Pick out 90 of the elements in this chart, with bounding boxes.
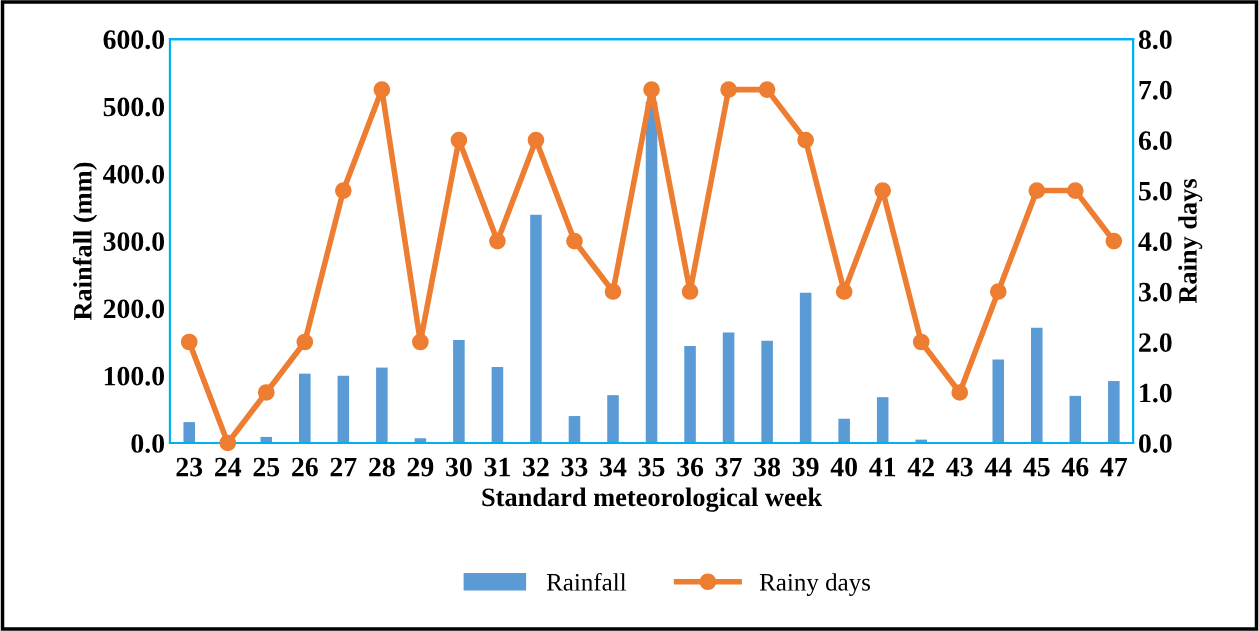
point xyxy=(450,131,468,149)
bar xyxy=(799,292,812,443)
point xyxy=(373,81,391,98)
point xyxy=(912,333,930,351)
bar xyxy=(992,359,1005,443)
y2-tick-label: 2.0 xyxy=(1139,333,1172,353)
y-tick-label: 500.0 xyxy=(103,97,165,117)
point xyxy=(257,384,275,401)
y-tick-label: 400.0 xyxy=(102,164,165,184)
y2-tick-label: 5.0 xyxy=(1139,181,1172,201)
point xyxy=(720,81,737,98)
x-tick-label: 28 xyxy=(369,457,395,477)
x-tick-label: 46 xyxy=(1061,457,1089,477)
point xyxy=(527,131,545,149)
bar xyxy=(337,375,350,443)
point xyxy=(412,333,429,351)
bar xyxy=(1031,327,1043,443)
point xyxy=(989,283,1007,300)
point xyxy=(489,232,506,250)
y-tick-label: 100.0 xyxy=(104,366,165,386)
y2-axis-title: Rainy days xyxy=(1178,178,1203,304)
x-tick-label: 43 xyxy=(946,457,973,477)
y2-tick-label: 6.0 xyxy=(1138,131,1172,151)
y2-tick-label: 7.0 xyxy=(1139,80,1172,100)
point xyxy=(180,333,198,351)
y2-tick-label: 8.0 xyxy=(1138,30,1172,50)
bar xyxy=(722,332,735,443)
point xyxy=(681,283,699,300)
x-tick-label: 39 xyxy=(792,457,819,477)
y-tick-label: 300.0 xyxy=(103,232,165,252)
x-tick-label: 31 xyxy=(484,457,510,477)
point xyxy=(797,131,814,149)
x-tick-label: 33 xyxy=(561,457,588,477)
x-tick-label: 32 xyxy=(523,457,549,477)
point xyxy=(334,182,352,199)
x-tick-label: 40 xyxy=(830,457,857,477)
y-tick-label: 0.0 xyxy=(131,434,165,453)
x-tick-label: 26 xyxy=(292,457,318,477)
bar xyxy=(684,346,696,443)
point xyxy=(604,283,622,300)
bar xyxy=(376,367,388,443)
x-tick-label: 47 xyxy=(1100,457,1128,477)
x-tick-label: 27 xyxy=(330,457,357,477)
point xyxy=(1105,232,1123,250)
x-tick-label: 41 xyxy=(869,457,896,477)
x-tick-label: 23 xyxy=(176,457,203,477)
y2-tick-label: 1.0 xyxy=(1140,383,1172,403)
point xyxy=(296,333,314,351)
y2-tick-label: 4.0 xyxy=(1138,232,1172,252)
x-tick-label: 25 xyxy=(253,457,280,477)
y-tick-label: 600.0 xyxy=(103,30,165,50)
bar xyxy=(453,339,465,443)
point xyxy=(874,182,892,199)
x-tick-label: 37 xyxy=(715,457,742,477)
point xyxy=(835,283,853,300)
x-tick-label: 42 xyxy=(907,457,934,477)
y2-tick-label: 0.0 xyxy=(1139,434,1172,453)
point xyxy=(219,434,237,452)
bar xyxy=(568,416,581,443)
legend-label: Rainfall xyxy=(546,572,627,591)
point xyxy=(758,81,776,98)
x-tick-label: 44 xyxy=(984,457,1012,477)
y2-tick-label: 3.0 xyxy=(1139,282,1172,302)
legend-label: Rainy days xyxy=(759,573,871,596)
y-axis-title: Rainfall (mm) xyxy=(72,162,98,321)
bar xyxy=(876,397,889,443)
bar xyxy=(299,373,311,443)
x-tick-label: 36 xyxy=(677,457,704,477)
x-tick-label: 24 xyxy=(215,457,242,477)
point xyxy=(566,232,583,250)
x-tick-label: 35 xyxy=(638,457,665,477)
bar xyxy=(838,418,850,443)
bar xyxy=(183,422,196,443)
bar xyxy=(607,395,619,443)
x-tick-label: 45 xyxy=(1023,457,1050,477)
x-tick-label: 34 xyxy=(600,457,627,477)
point xyxy=(951,384,969,401)
point xyxy=(1066,182,1084,199)
point xyxy=(1028,182,1046,199)
y-tick-label: 200.0 xyxy=(103,299,165,319)
bar xyxy=(1069,395,1082,443)
x-axis-title: Standard meteorological week xyxy=(482,487,823,512)
x-tick-label: 30 xyxy=(446,457,472,477)
bar xyxy=(530,214,542,443)
point xyxy=(643,81,660,98)
bar xyxy=(1108,381,1120,443)
bar xyxy=(761,340,773,443)
x-tick-label: 38 xyxy=(754,457,781,477)
bar xyxy=(491,366,504,443)
x-tick-label: 29 xyxy=(407,457,434,477)
